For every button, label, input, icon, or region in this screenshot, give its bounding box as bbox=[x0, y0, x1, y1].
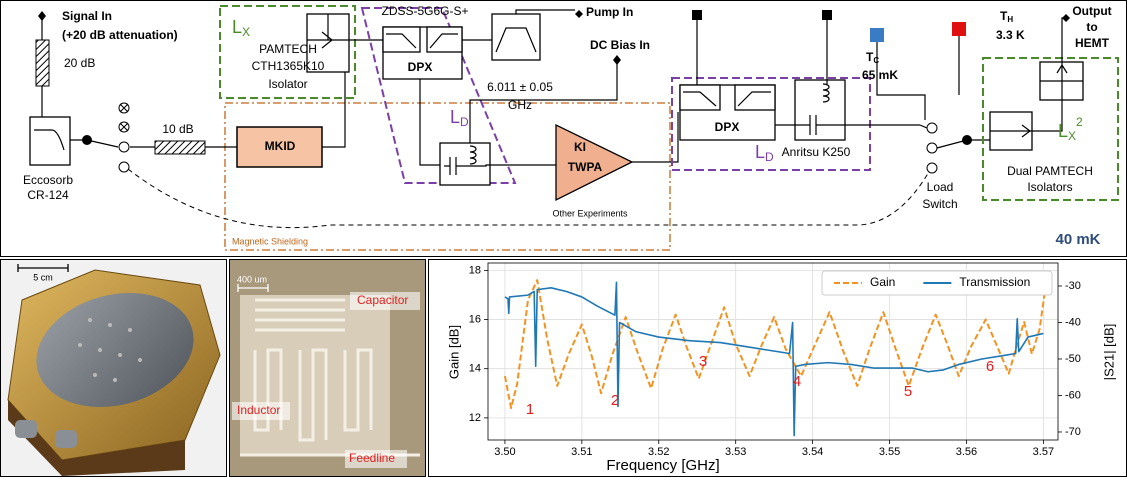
label: 10 dB bbox=[162, 122, 193, 136]
label: DPX bbox=[715, 120, 740, 134]
switch bbox=[927, 123, 937, 173]
y2-tick-label: -30 bbox=[1065, 280, 1081, 292]
filter bbox=[680, 85, 720, 110]
label: D bbox=[460, 115, 469, 129]
photo-box: 5 cm bbox=[1, 260, 227, 477]
y-axis-label: Gain [dB] bbox=[446, 325, 461, 379]
annotation: 2 bbox=[611, 392, 619, 409]
label: Isolator bbox=[268, 77, 307, 91]
label: PAMTECH bbox=[259, 42, 317, 56]
label: Eccosorb bbox=[23, 173, 73, 187]
label: Signal In bbox=[62, 9, 112, 23]
label: Switch bbox=[922, 197, 957, 211]
y2-tick-label: -40 bbox=[1065, 316, 1081, 328]
label: KI bbox=[574, 140, 586, 154]
label: X bbox=[1068, 129, 1076, 143]
label: Other Experiments bbox=[552, 208, 628, 218]
shield-label: Magnetic Shielding bbox=[232, 236, 308, 246]
label: Load bbox=[927, 180, 954, 194]
label: D bbox=[765, 150, 774, 164]
photo-label: Inductor bbox=[237, 403, 280, 417]
label: 3.3 K bbox=[996, 28, 1025, 42]
label: 40 mK bbox=[1055, 231, 1100, 248]
label: HEMT bbox=[1075, 36, 1110, 50]
x-tick-label: 3.54 bbox=[802, 446, 823, 458]
label: DC Bias In bbox=[590, 38, 650, 52]
y-tick-label: 14 bbox=[469, 363, 481, 375]
port bbox=[822, 10, 832, 20]
chart: Frequency [GHz] Gain [dB] |S21| [dB] 3.5… bbox=[429, 260, 1127, 477]
label: X bbox=[242, 25, 250, 39]
y-tick-label: 16 bbox=[469, 313, 481, 325]
label: to bbox=[1086, 20, 1097, 34]
x-tick-label: 3.52 bbox=[648, 446, 669, 458]
label: MKID bbox=[265, 139, 296, 153]
load bbox=[952, 22, 966, 36]
attenuator bbox=[36, 40, 49, 86]
port bbox=[692, 10, 702, 20]
y2-tick-label: -70 bbox=[1065, 426, 1081, 438]
y2-tick-label: -50 bbox=[1065, 353, 1081, 365]
annotation: 5 bbox=[904, 383, 912, 400]
photo-label: Feedline bbox=[349, 451, 395, 465]
label: H bbox=[1007, 15, 1013, 24]
x-tick-label: 3.51 bbox=[571, 446, 592, 458]
label: Output bbox=[1072, 4, 1111, 18]
label: 20 dB bbox=[64, 56, 95, 70]
filter bbox=[492, 14, 540, 60]
x-tick-label: 3.50 bbox=[494, 446, 515, 458]
legend-label: Gain bbox=[870, 275, 895, 289]
label: Dual PAMTECH bbox=[1007, 164, 1093, 178]
x-tick-label: 3.57 bbox=[1033, 446, 1054, 458]
label: 6.011 ± 0.05 bbox=[487, 80, 553, 94]
label: Isolators bbox=[1027, 180, 1072, 194]
y-tick-label: 12 bbox=[469, 412, 481, 424]
annotation: 4 bbox=[793, 373, 801, 390]
x-tick-label: 3.55 bbox=[879, 446, 900, 458]
scale-label: 400 um bbox=[237, 274, 267, 284]
label: L bbox=[1058, 121, 1068, 141]
label: C bbox=[873, 56, 879, 65]
node bbox=[962, 135, 972, 145]
annotation: 1 bbox=[526, 401, 534, 418]
annotation: 6 bbox=[986, 358, 994, 375]
photo-chip: 400 um Capacitor Inductor Feedline bbox=[230, 260, 426, 477]
filter bbox=[735, 85, 775, 110]
x-tick-label: 3.56 bbox=[956, 446, 977, 458]
y2-axis-label: |S21| [dB] bbox=[1101, 324, 1116, 381]
label: CR-124 bbox=[27, 188, 69, 202]
photo-label: Capacitor bbox=[357, 293, 408, 307]
y-tick-label: 18 bbox=[469, 264, 481, 276]
label: DPX bbox=[408, 60, 433, 74]
node bbox=[82, 135, 92, 145]
filter bbox=[383, 27, 420, 52]
x-tick-label: 3.53 bbox=[725, 446, 746, 458]
legend-label: Transmission bbox=[959, 275, 1030, 289]
label: CTH1365K10 bbox=[252, 59, 325, 73]
label: L bbox=[232, 17, 242, 37]
filter bbox=[427, 27, 462, 52]
x-axis-label: Frequency [GHz] bbox=[606, 457, 719, 474]
label: 65 mK bbox=[862, 68, 898, 82]
label: TWPA bbox=[568, 160, 603, 174]
label: Pump In bbox=[586, 5, 633, 19]
label: ZDSS-5G6G-S+ bbox=[381, 4, 468, 18]
label: 2 bbox=[1076, 115, 1083, 129]
annotation: 3 bbox=[699, 353, 707, 370]
label: L bbox=[755, 142, 765, 162]
label: (+20 dB attenuation) bbox=[62, 28, 178, 42]
diagram: Magnetic Shielding Signal In (+20 dB att… bbox=[1, 1, 1127, 257]
attenuator bbox=[155, 141, 205, 154]
y2-tick-label: -60 bbox=[1065, 389, 1081, 401]
bias-tee bbox=[795, 80, 845, 140]
label: L bbox=[450, 107, 460, 127]
figure: Magnetic Shielding Signal In (+20 dB att… bbox=[0, 0, 1127, 477]
load bbox=[870, 28, 884, 42]
label: GHz bbox=[508, 98, 532, 112]
filter bbox=[30, 117, 70, 165]
bias-tee bbox=[440, 143, 490, 185]
scale-label: 5 cm bbox=[33, 272, 53, 282]
label: Anritsu K250 bbox=[782, 145, 851, 159]
